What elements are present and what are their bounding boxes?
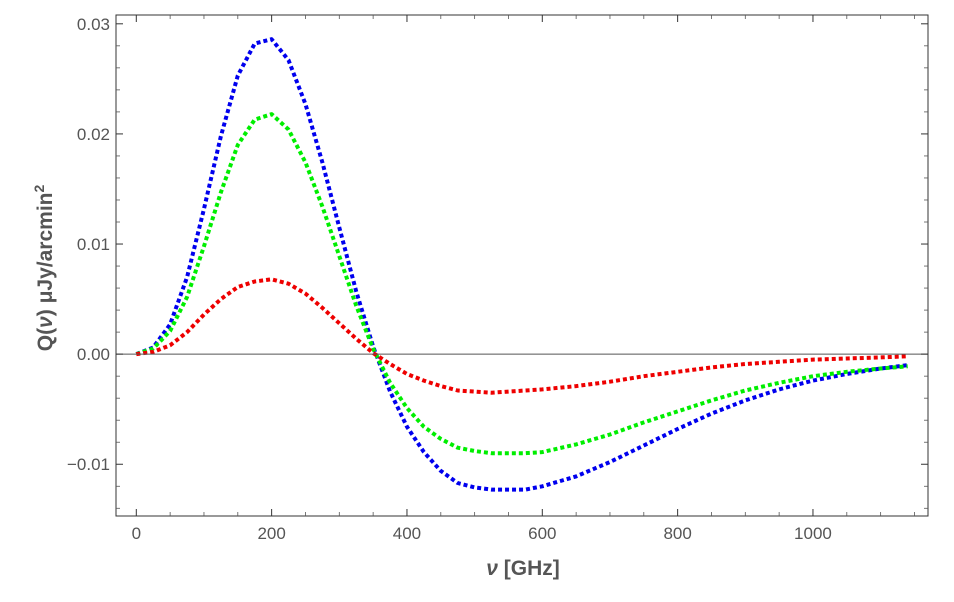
series-line-1 — [135, 37, 908, 492]
x-axis-title: ν [GHz] — [486, 557, 560, 580]
x-tick-label-400: 400 — [393, 524, 421, 543]
y-tick-label-4: 0.03 — [77, 15, 110, 34]
y-tick-label-2: 0.01 — [77, 235, 110, 254]
series-line-2 — [135, 112, 908, 456]
series-line-3 — [136, 277, 908, 395]
x-tick-label-200: 200 — [257, 524, 285, 543]
x-axis-ticks: 0 200 400 600 800 1000 — [132, 15, 915, 543]
y-tick-label-3: 0.02 — [77, 125, 110, 144]
y-tick-label-1: 0.00 — [77, 345, 110, 364]
y-tick-label-0: −0.01 — [67, 455, 110, 474]
x-tick-label-800: 800 — [663, 524, 691, 543]
x-tick-label-0: 0 — [132, 524, 141, 543]
y-axis-sup: 2 — [31, 185, 47, 193]
x-axis-unit: [GHz] — [498, 557, 560, 580]
x-axis-symbol: ν — [486, 557, 498, 580]
y-axis-symbol: ν — [34, 316, 57, 328]
y-axis-title: Q(ν) μJy/arcmin2 — [31, 185, 57, 352]
plot-frame — [115, 14, 929, 517]
x-tick-label-1000: 1000 — [794, 524, 832, 543]
y-axis-prefix: Q( — [34, 328, 57, 351]
x-tick-label-600: 600 — [528, 524, 556, 543]
series-layer — [135, 37, 908, 492]
y-axis-mid: ) μJy/arcmin — [34, 193, 57, 317]
y-axis-ticks: −0.01 0.00 0.01 0.02 0.03 — [67, 15, 928, 509]
